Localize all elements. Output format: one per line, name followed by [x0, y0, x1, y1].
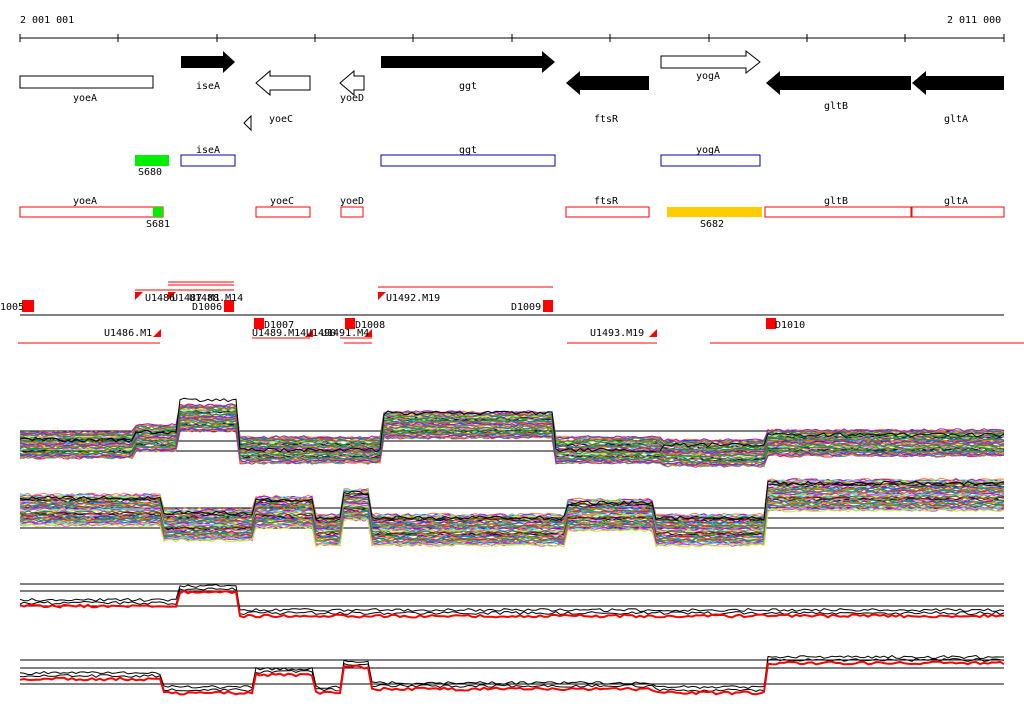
expression-panel-reverse — [19, 477, 1005, 548]
marker-S680[interactable]: S680 — [135, 155, 169, 178]
red-box-yoeA[interactable]: yoeA — [19, 196, 164, 218]
svg-text:gltA: gltA — [944, 114, 968, 125]
svg-text:gltB: gltB — [824, 101, 848, 112]
svg-text:ftsR: ftsR — [594, 196, 619, 207]
gene-yoeD[interactable]: yoeD — [339, 69, 365, 104]
transcript-U1489[interactable]: U1489.M14 — [252, 328, 306, 339]
transcript-U1487[interactable]: U1487.M1 — [172, 293, 220, 304]
transcript-1005[interactable]: 1005 — [0, 302, 24, 313]
svg-text:ggt: ggt — [459, 145, 477, 156]
transcript-track: 1005 U1486 U1487.M1 U1488.M14 D1006 U149… — [0, 281, 1024, 344]
svg-text:yoeC: yoeC — [270, 196, 294, 207]
svg-text:yoeD: yoeD — [340, 196, 364, 207]
svg-text:iseA: iseA — [196, 81, 220, 92]
svg-text:S681: S681 — [146, 219, 170, 230]
svg-text:ggt: ggt — [459, 81, 477, 92]
svg-text:iseA: iseA — [196, 145, 220, 156]
red-box-gltB[interactable]: gltB — [764, 196, 912, 218]
svg-text:yoeA: yoeA — [73, 93, 97, 104]
red-box-gltA[interactable]: gltA — [911, 196, 1005, 218]
svg-text:S680: S680 — [138, 167, 162, 178]
red-annotation-track: yoeA S681 yoeC yoeD ftsR S682 gltB gltA — [19, 196, 1005, 230]
svg-text:yoeC: yoeC — [269, 114, 293, 125]
gene-gltA[interactable]: gltA — [912, 71, 1004, 125]
end-coordinate: 2 011 000 — [947, 15, 1001, 26]
coordinate-ruler: 2 001 001 2 011 000 — [19, 15, 1005, 42]
red-box-yoeD[interactable]: yoeD — [340, 196, 364, 218]
transcript-U1488[interactable]: U1488.M14 — [189, 293, 243, 304]
transcript-marks — [22, 292, 776, 337]
transcript-D1009[interactable]: D1009 — [511, 302, 541, 313]
transcript-D1008[interactable]: D1008 — [355, 320, 385, 331]
svg-text:gltB: gltB — [824, 196, 848, 207]
svg-text:yoeD: yoeD — [340, 93, 364, 104]
svg-text:yoeA: yoeA — [73, 196, 97, 207]
gene-gltB[interactable]: gltB — [766, 71, 911, 112]
transcript-D1010[interactable]: D1010 — [775, 320, 805, 331]
marker-S682[interactable]: S682 — [667, 207, 762, 230]
transcript-U1492[interactable]: U1492.M19 — [386, 293, 440, 304]
gene-unnamed-left[interactable] — [255, 69, 311, 97]
transcript-D1007[interactable]: D1007 — [264, 320, 294, 331]
blue-box-ggt[interactable]: ggt — [380, 145, 556, 167]
svg-text:S682: S682 — [700, 219, 724, 230]
start-coordinate: 2 001 001 — [20, 15, 74, 26]
transcript-U1486[interactable]: U1486 — [145, 293, 175, 304]
svg-text:gltA: gltA — [944, 196, 968, 207]
blue-annotation-track: iseA ggt yogA S680 — [135, 145, 761, 178]
transcript-U1490[interactable]: U1490 — [306, 328, 336, 339]
transcript-U1493[interactable]: U1493.M19 — [590, 328, 644, 339]
gene-yoeC[interactable]: yoeC — [243, 114, 293, 132]
gene-iseA[interactable]: iseA — [181, 51, 235, 92]
svg-text:yogA: yogA — [696, 71, 720, 82]
svg-text:ftsR: ftsR — [594, 114, 619, 125]
gene-ggt[interactable]: ggt — [381, 51, 555, 92]
blue-box-iseA[interactable]: iseA — [180, 145, 236, 167]
gene-yogA[interactable]: yogA — [660, 49, 761, 82]
expression-panel-forward — [19, 397, 1005, 468]
red-box-ftsR[interactable]: ftsR — [565, 196, 650, 218]
gene-track: yoeA iseA yoeD ggt ftsR yogA gltB — [19, 49, 1004, 132]
transcript-D1006[interactable]: D1006 — [192, 302, 222, 313]
summary-panel-forward — [19, 583, 1005, 619]
gene-yoeA[interactable]: yoeA — [19, 75, 154, 104]
transcript-U1486-M1[interactable]: U1486.M1 — [104, 328, 152, 339]
svg-text:yogA: yogA — [696, 145, 720, 156]
marker-S681[interactable]: S681 — [146, 207, 170, 230]
red-box-yoeC[interactable]: yoeC — [255, 196, 311, 218]
transcript-U1491[interactable]: U1491.M4 — [321, 328, 369, 339]
summary-panel-reverse — [19, 654, 1005, 696]
blue-box-yogA[interactable]: yogA — [660, 145, 761, 167]
gene-ftsR[interactable]: ftsR — [566, 71, 649, 125]
